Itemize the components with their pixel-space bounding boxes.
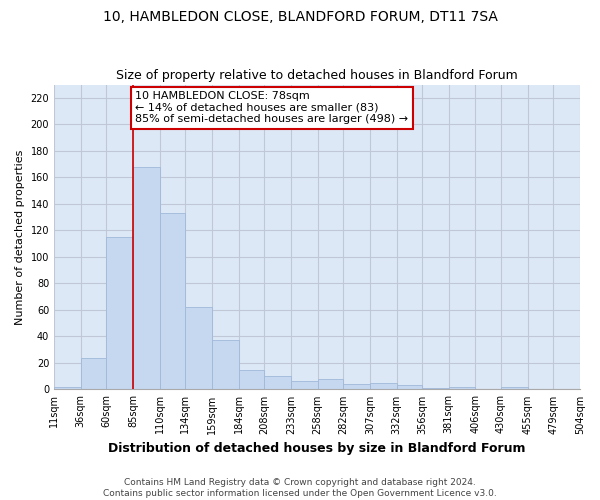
Bar	[343, 384, 370, 390]
Bar	[54, 387, 81, 390]
Text: 10, HAMBLEDON CLOSE, BLANDFORD FORUM, DT11 7SA: 10, HAMBLEDON CLOSE, BLANDFORD FORUM, DT…	[103, 10, 497, 24]
Bar	[449, 387, 475, 390]
Bar	[160, 213, 185, 390]
Bar	[133, 166, 160, 390]
Title: Size of property relative to detached houses in Blandford Forum: Size of property relative to detached ho…	[116, 69, 518, 82]
Bar	[106, 237, 133, 390]
Bar	[397, 386, 422, 390]
X-axis label: Distribution of detached houses by size in Blandford Forum: Distribution of detached houses by size …	[108, 442, 526, 455]
Bar	[370, 383, 397, 390]
Text: 10 HAMBLEDON CLOSE: 78sqm
← 14% of detached houses are smaller (83)
85% of semi-: 10 HAMBLEDON CLOSE: 78sqm ← 14% of detac…	[135, 91, 408, 124]
Bar	[501, 387, 528, 390]
Bar	[239, 370, 264, 390]
Text: Contains HM Land Registry data © Crown copyright and database right 2024.
Contai: Contains HM Land Registry data © Crown c…	[103, 478, 497, 498]
Bar	[291, 382, 317, 390]
Y-axis label: Number of detached properties: Number of detached properties	[15, 150, 25, 324]
Bar	[185, 307, 212, 390]
Bar	[212, 340, 239, 390]
Bar	[264, 376, 291, 390]
Bar	[317, 379, 343, 390]
Bar	[422, 388, 449, 390]
Bar	[81, 358, 106, 390]
